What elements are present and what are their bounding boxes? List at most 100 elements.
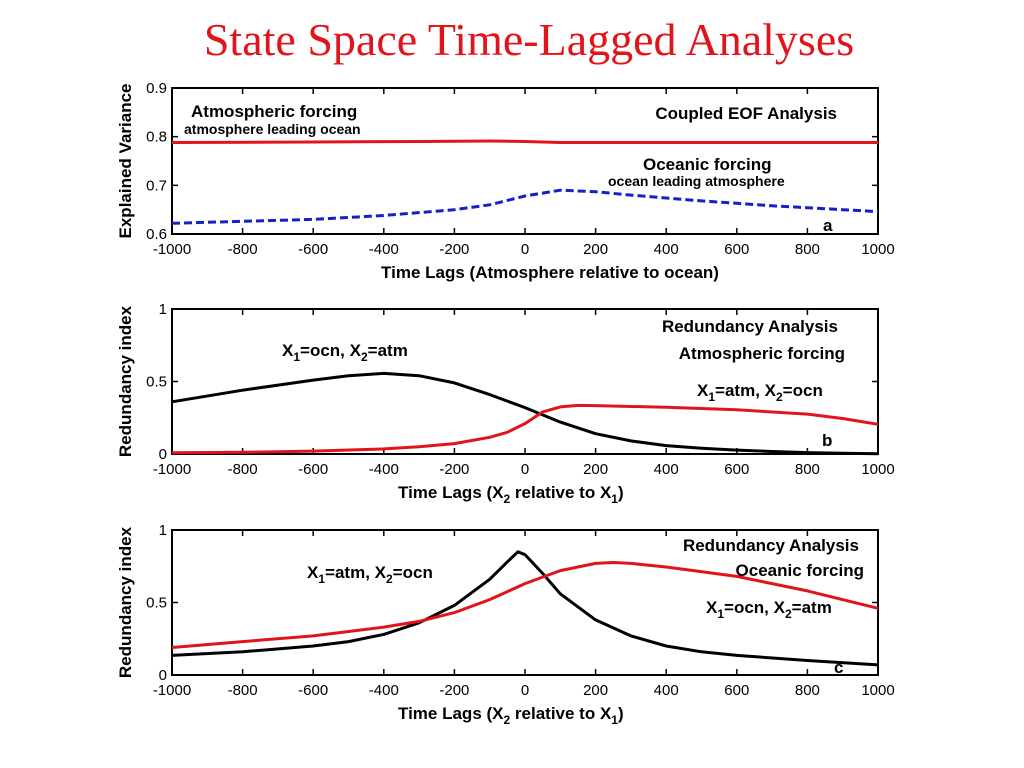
x-tick-label: 400 <box>654 241 679 258</box>
x-tick-label: -800 <box>228 461 258 478</box>
label-part: =atm, X <box>715 381 777 400</box>
y-tick-label: 0.7 <box>146 177 167 194</box>
label-part: =ocn, X <box>300 341 362 360</box>
x-tick-label: -200 <box>439 241 469 258</box>
series-line-red <box>171 561 879 649</box>
series-line-red <box>171 139 878 144</box>
x-tick-label: 800 <box>795 682 820 699</box>
x-tick-label: -1000 <box>153 682 191 699</box>
panel-label: a <box>823 216 833 235</box>
annotation-atmosphere-leading: atmosphere leading ocean <box>184 121 361 137</box>
y-axis-label: Redundancy index <box>116 305 135 457</box>
series-line-black <box>171 550 879 667</box>
panel-label: b <box>822 431 832 450</box>
x-axis-label: Time Lags (Atmosphere relative to ocean) <box>381 263 719 282</box>
label-part: =atm, X <box>325 563 387 582</box>
slide-title: State Space Time-Lagged Analyses <box>203 14 855 65</box>
subscript: 2 <box>361 350 368 364</box>
y-tick-label: 0.5 <box>146 374 167 391</box>
x-tick-label: -800 <box>228 682 258 699</box>
x-tick-label: -600 <box>298 461 328 478</box>
label-part: X <box>697 381 709 400</box>
x-tick-label: 0 <box>521 682 529 699</box>
y-axis-label: Redundancy index <box>116 526 135 678</box>
label-part: Time Lags (X <box>398 483 504 502</box>
x-tick-label: -200 <box>439 461 469 478</box>
chart-panel-b: -1000 -800 -600 -400 -200 0 200 400 600 800 1000 0 0… <box>116 301 895 506</box>
annotation-atmospheric-forcing: Atmospheric forcing <box>679 344 845 363</box>
chart-panel-c: -1000 -800 -600 -400 -200 0 200 400 600 800 1000 0 0… <box>116 522 895 727</box>
label-part: X <box>282 341 294 360</box>
label-part: =ocn <box>783 381 823 400</box>
y-tick-label: 0.8 <box>146 129 167 146</box>
x-tick-label: -600 <box>298 241 328 258</box>
x-tick-label: -400 <box>369 241 399 258</box>
x-tick-label: 200 <box>583 461 608 478</box>
label-part: =atm <box>792 598 832 617</box>
y-tick-label: 0 <box>159 446 167 463</box>
annotation-oceanic-forcing: Oceanic forcing <box>736 561 864 580</box>
label-part: relative to X <box>510 704 612 723</box>
x-tick-label: 800 <box>795 241 820 258</box>
y-tick-label: 0 <box>159 667 167 684</box>
x-axis-label: Time Lags (X2 relative to X1) <box>398 483 624 506</box>
y-tick-label: 0.6 <box>146 226 167 243</box>
subscript: 1 <box>717 607 724 621</box>
x-tick-label: 200 <box>583 241 608 258</box>
label-part: ) <box>618 704 624 723</box>
subscript: 2 <box>504 713 511 727</box>
x-tick-label: 600 <box>724 461 749 478</box>
x-tick-label: 1000 <box>861 461 894 478</box>
subscript: 1 <box>293 350 300 364</box>
annotation-ocean-leading: ocean leading atmosphere <box>608 173 785 189</box>
label-part: X <box>706 598 718 617</box>
label-part: =ocn <box>393 563 433 582</box>
x-tick-label: 800 <box>795 461 820 478</box>
label-black-series: X1=ocn, X2=atm <box>282 341 408 364</box>
subscript: 2 <box>785 607 792 621</box>
x-tick-label: -200 <box>439 682 469 699</box>
subscript: 2 <box>386 572 393 586</box>
label-black-series: X1=atm, X2=ocn <box>307 563 433 586</box>
label-part: =atm <box>368 341 408 360</box>
x-tick-label: 600 <box>724 682 749 699</box>
y-tick-label: 0.5 <box>146 595 167 612</box>
label-part: X <box>307 563 319 582</box>
x-tick-label: 400 <box>654 682 679 699</box>
x-tick-label: 1000 <box>861 682 894 699</box>
subscript: 1 <box>611 492 618 506</box>
x-tick-label: -1000 <box>153 461 191 478</box>
subscript: 1 <box>611 713 618 727</box>
x-tick-label: 200 <box>583 682 608 699</box>
x-tick-label: 0 <box>521 461 529 478</box>
label-part: =ocn, X <box>724 598 786 617</box>
panel-label: c <box>834 658 843 677</box>
label-part: Time Lags (X <box>398 704 504 723</box>
chart-panel-a: -1000 -800 -600 -400 -200 0 200 400 600 800 1000 0.… <box>116 80 895 282</box>
y-tick-label: 1 <box>159 301 167 318</box>
y-tick-label: 0.9 <box>146 80 167 97</box>
x-tick-label: 600 <box>724 241 749 258</box>
label-red-series: X1=atm, X2=ocn <box>697 381 823 404</box>
series-line-blue <box>171 188 879 225</box>
x-tick-label: 400 <box>654 461 679 478</box>
subscript: 1 <box>708 390 715 404</box>
x-tick-label: -1000 <box>153 241 191 258</box>
x-tick-label: -600 <box>298 682 328 699</box>
subscript: 2 <box>776 390 783 404</box>
subscript: 1 <box>318 572 325 586</box>
x-tick-label: -400 <box>369 461 399 478</box>
annotation-atmospheric-forcing: Atmospheric forcing <box>191 102 357 121</box>
subscript: 2 <box>504 492 511 506</box>
label-part: ) <box>618 483 624 502</box>
x-tick-label: -800 <box>228 241 258 258</box>
x-tick-label: 0 <box>521 241 529 258</box>
annotation-oceanic-forcing: Oceanic forcing <box>643 155 771 174</box>
annotation-redundancy-analysis: Redundancy Analysis <box>683 536 859 555</box>
x-tick-label: 1000 <box>861 241 894 258</box>
x-axis-label: Time Lags (X2 relative to X1) <box>398 704 624 727</box>
annotation-coupled-eof: Coupled EOF Analysis <box>655 104 837 123</box>
label-red-series: X1=ocn, X2=atm <box>706 598 832 621</box>
y-axis-label: Explained Variance <box>116 84 135 239</box>
